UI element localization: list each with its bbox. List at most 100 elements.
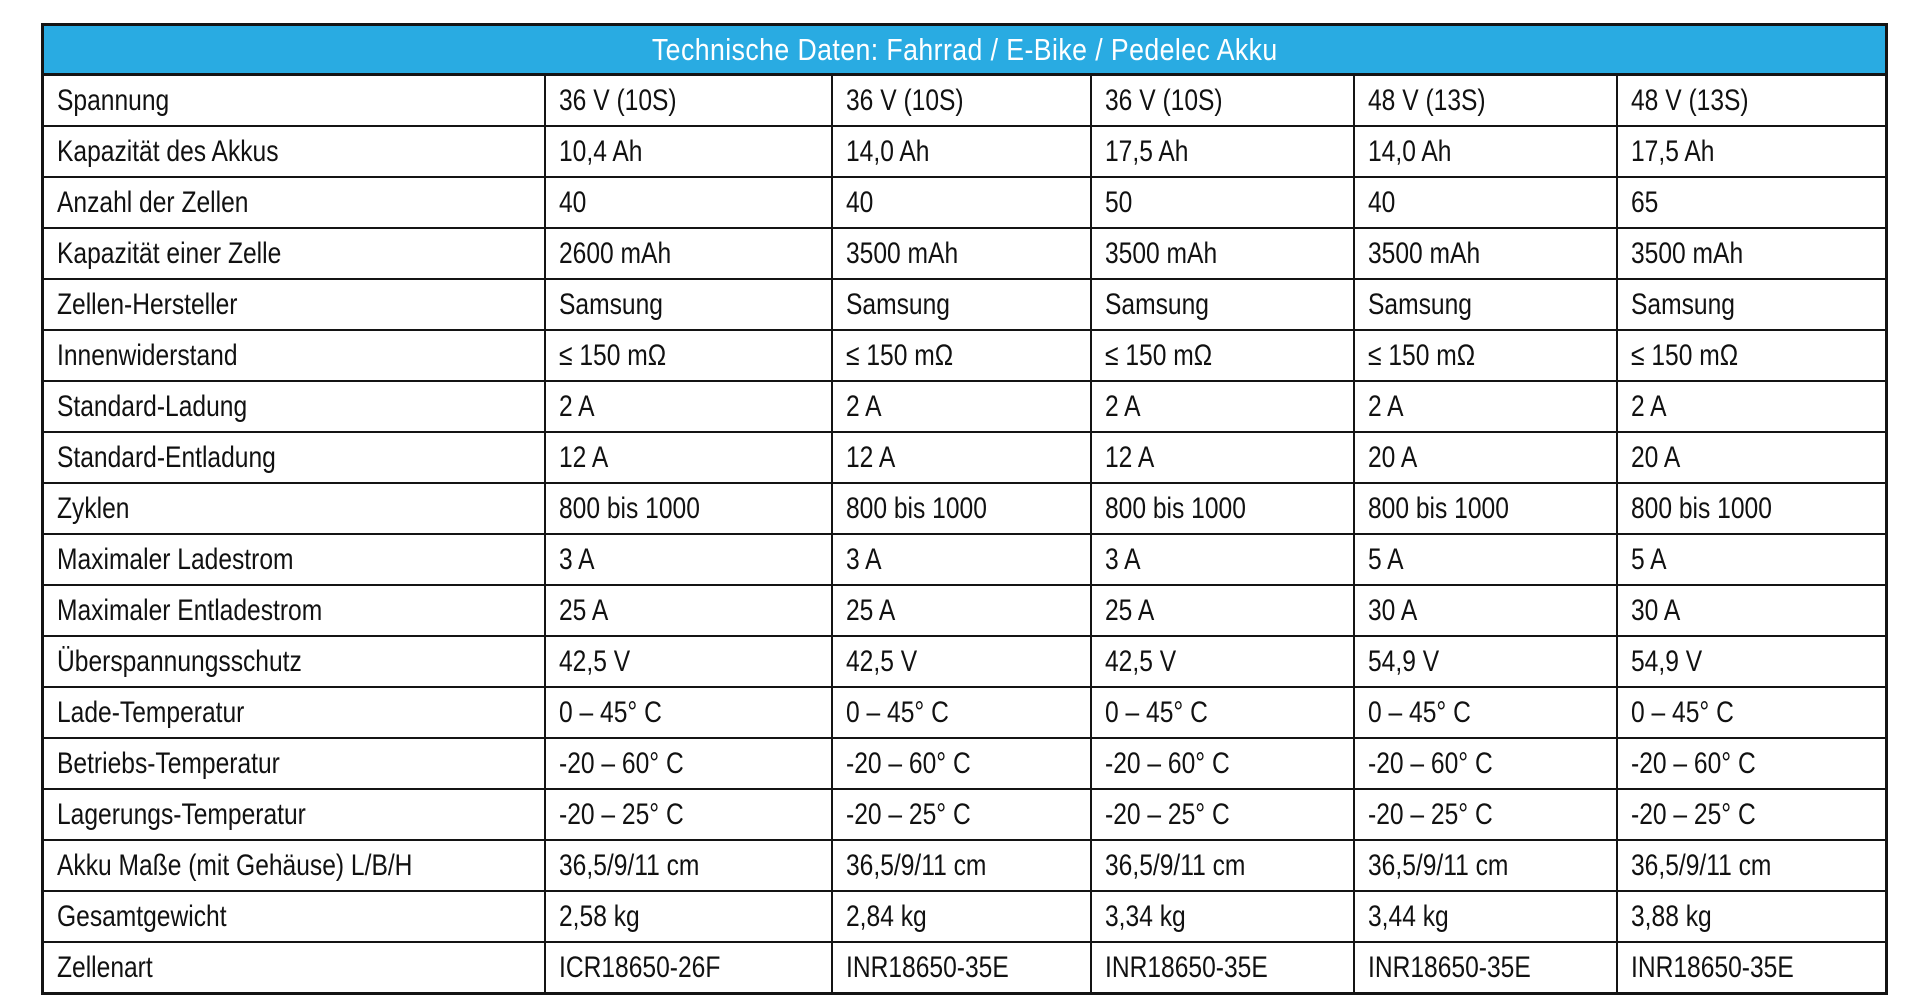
cell-value: 17,5 Ah <box>1630 134 1714 168</box>
table-cell: 800 bis 1000 <box>830 482 1092 535</box>
table-cell: 3 A <box>543 533 833 586</box>
row-label-cell: Zellen-Hersteller <box>41 278 546 331</box>
table-row: Lagerungs-Temperatur -20 – 25° C -20 – 25°… <box>41 788 1888 841</box>
cell-value: 5 A <box>1630 542 1667 576</box>
table-cell: INR18650-35E <box>1089 941 1355 995</box>
table-row: Zellen-Hersteller Samsung Samsung Samsung Sa… <box>41 278 1888 331</box>
table-cell: 36,5/9/11 cm <box>1089 839 1355 892</box>
row-label-cell: Überspannungsschutz <box>41 635 546 688</box>
row-label-cell: Spannung <box>41 73 546 127</box>
table-cell: -20 – 60° C <box>1352 737 1618 790</box>
cell-value: 14,0 Ah <box>845 134 929 168</box>
cell-value: 36,5/9/11 cm <box>1630 848 1771 882</box>
table-row: Spannung 36 V (10S) 36 V (10S) 36 V (10S) 48… <box>41 73 1888 127</box>
table-cell: 0 – 45° C <box>543 686 833 739</box>
table-cell: 2 A <box>1615 380 1888 433</box>
table-cell: ICR18650-26F <box>543 941 833 995</box>
row-label-cell: Betriebs-Temperatur <box>41 737 546 790</box>
cell-value: 2 A <box>1367 389 1404 423</box>
cell-value: 42,5 V <box>558 644 630 678</box>
row-label: Maximaler Entladestrom <box>57 593 323 627</box>
table-row: Überspannungsschutz 42,5 V 42,5 V 42,5 V 54,… <box>41 635 1888 688</box>
row-label: Lade-Temperatur <box>57 695 245 729</box>
cell-value: -20 – 60° C <box>1630 746 1756 780</box>
table-cell: 800 bis 1000 <box>1352 482 1618 535</box>
row-label: Maximaler Ladestrom <box>57 542 294 576</box>
table-cell: 800 bis 1000 <box>1615 482 1888 535</box>
cell-value: 800 bis 1000 <box>1367 491 1509 525</box>
cell-value: ICR18650-26F <box>558 950 720 984</box>
row-label-cell: Maximaler Ladestrom <box>41 533 546 586</box>
cell-value: 12 A <box>1104 440 1154 474</box>
table-cell: -20 – 60° C <box>1615 737 1888 790</box>
table-cell: 36 V (10S) <box>830 73 1092 127</box>
cell-value: 36 V (10S) <box>558 83 677 117</box>
table-cell: ≤ 150 mΩ <box>830 329 1092 382</box>
row-label: Lagerungs-Temperatur <box>57 797 306 831</box>
table-cell: 12 A <box>1089 431 1355 484</box>
table-cell: INR18650-35E <box>1615 941 1888 995</box>
table-cell: 42,5 V <box>830 635 1092 688</box>
cell-value: 54,9 V <box>1630 644 1702 678</box>
cell-value: -20 – 60° C <box>845 746 971 780</box>
table-cell: ≤ 150 mΩ <box>1615 329 1888 382</box>
table-cell: 0 – 45° C <box>1089 686 1355 739</box>
cell-value: 2600 mAh <box>558 236 671 270</box>
table-row: Kapazität des Akkus 10,4 Ah 14,0 Ah 17,5 Ah… <box>41 125 1888 178</box>
cell-value: 0 – 45° C <box>845 695 949 729</box>
table-cell: 12 A <box>830 431 1092 484</box>
table-cell: 36 V (10S) <box>543 73 833 127</box>
cell-value: INR18650-35E <box>845 950 1009 984</box>
row-label: Gesamtgewicht <box>57 899 227 933</box>
table-row: Zyklen 800 bis 1000 800 bis 1000 800 bis 10… <box>41 482 1888 535</box>
table-cell: 42,5 V <box>1089 635 1355 688</box>
table-cell: Samsung <box>1089 278 1355 331</box>
table-cell: 2 A <box>1089 380 1355 433</box>
table-cell: 50 <box>1089 176 1355 229</box>
cell-value: 0 – 45° C <box>1367 695 1471 729</box>
cell-value: 800 bis 1000 <box>845 491 987 525</box>
table-cell: 3 A <box>830 533 1092 586</box>
table-cell: 5 A <box>1352 533 1618 586</box>
row-label-cell: Lagerungs-Temperatur <box>41 788 546 841</box>
table-cell: -20 – 25° C <box>1089 788 1355 841</box>
cell-value: ≤ 150 mΩ <box>1630 338 1738 372</box>
cell-value: -20 – 60° C <box>558 746 684 780</box>
table-row: Zellenart ICR18650-26F INR18650-35E INR1865… <box>41 941 1888 995</box>
row-label-cell: Zyklen <box>41 482 546 535</box>
cell-value: 25 A <box>845 593 895 627</box>
cell-value: 3 A <box>558 542 595 576</box>
cell-value: 3 A <box>1104 542 1141 576</box>
table-cell: 2 A <box>543 380 833 433</box>
cell-value: 48 V (13S) <box>1367 83 1486 117</box>
cell-value: ≤ 150 mΩ <box>558 338 666 372</box>
cell-value: 48 V (13S) <box>1630 83 1749 117</box>
cell-value: 3500 mAh <box>1367 236 1480 270</box>
cell-value: 0 – 45° C <box>1630 695 1734 729</box>
table-cell: ≤ 150 mΩ <box>1352 329 1618 382</box>
table-row: Maximaler Ladestrom 3 A 3 A 3 A 5 A 5 A <box>41 533 1888 586</box>
table-cell: 10,4 Ah <box>543 125 833 178</box>
cell-value: -20 – 25° C <box>1630 797 1756 831</box>
cell-value: 5 A <box>1367 542 1404 576</box>
table-cell: 14,0 Ah <box>830 125 1092 178</box>
table-cell: 48 V (13S) <box>1615 73 1888 127</box>
cell-value: 0 – 45° C <box>1104 695 1208 729</box>
table-cell: 20 A <box>1352 431 1618 484</box>
table-cell: 42,5 V <box>543 635 833 688</box>
row-label-cell: Akku Maße (mit Gehäuse) L/B/H <box>41 839 546 892</box>
cell-value: 14,0 Ah <box>1367 134 1451 168</box>
table-cell: 14,0 Ah <box>1352 125 1618 178</box>
cell-value: 36 V (10S) <box>1104 83 1223 117</box>
table-cell: -20 – 25° C <box>1352 788 1618 841</box>
table-cell: 0 – 45° C <box>830 686 1092 739</box>
table-cell: 36,5/9/11 cm <box>1615 839 1888 892</box>
table-cell: 25 A <box>830 584 1092 637</box>
cell-value: 42,5 V <box>1104 644 1176 678</box>
table-cell: 25 A <box>1089 584 1355 637</box>
row-label-cell: Zellenart <box>41 941 546 995</box>
table-title-text: Technische Daten: Fahrrad / E-Bike / Ped… <box>651 31 1278 67</box>
table-row: Innenwiderstand ≤ 150 mΩ ≤ 150 mΩ ≤ 150 mΩ ≤… <box>41 329 1888 382</box>
cell-value: 800 bis 1000 <box>558 491 700 525</box>
cell-value: -20 – 60° C <box>1367 746 1493 780</box>
